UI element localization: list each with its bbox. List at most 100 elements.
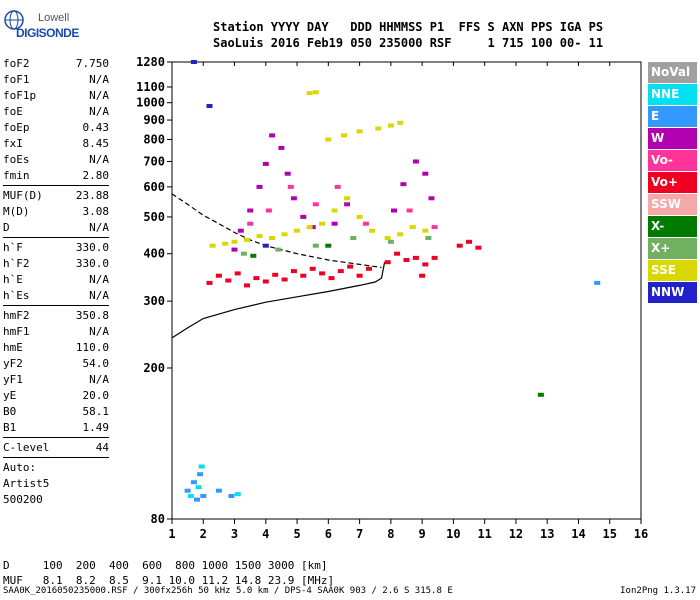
param-label: hmF2 (3, 309, 30, 322)
data-point (228, 494, 235, 498)
series-e (184, 280, 601, 502)
param-label: C-level (3, 441, 50, 454)
series-w (231, 133, 435, 252)
x-tick-label: 13 (540, 527, 554, 541)
data-point (412, 255, 419, 260)
param-row: B1 1.49 (3, 420, 109, 436)
data-point (281, 232, 288, 237)
param-label: yF1 (3, 373, 23, 386)
data-point (456, 243, 463, 248)
data-point (331, 208, 338, 213)
legend-item-noval: NoVal (648, 62, 697, 83)
data-point (234, 271, 241, 276)
data-point (422, 228, 429, 233)
panel-divider (3, 305, 109, 306)
param-row: yF2 54.0 (3, 356, 109, 372)
param-row: hmE 110.0 (3, 340, 109, 356)
scaled-parameters-panel: foF2 7.750 foF1 N/A foF1p N/A foE N/A foEp 0.43 fx… (3, 56, 109, 508)
param-value: 1.49 (82, 421, 110, 434)
data-point (287, 184, 294, 189)
data-point (428, 196, 435, 201)
series-x- (240, 236, 432, 256)
param-row: foEs N/A (3, 152, 109, 168)
y-tick-label: 400 (143, 247, 165, 261)
data-point (262, 161, 269, 166)
autoscaling-line2: Artist5 (3, 477, 50, 490)
data-point (319, 271, 326, 276)
autoscaling-line1: Auto: (3, 461, 37, 474)
version-label: Ion2Png 1.3.17 (620, 586, 696, 596)
data-point (247, 208, 254, 213)
y-tick-label: 600 (143, 180, 165, 194)
legend-item-x-: X+ (648, 238, 697, 259)
file-info-footer: SAA0K_2016050235000.RSF / 300fx256h 50 k… (3, 586, 453, 596)
param-label: h`E (3, 273, 23, 286)
param-row: foF1p N/A (3, 88, 109, 104)
data-point (198, 464, 205, 469)
data-point (406, 208, 413, 213)
param-label: fmin (3, 169, 30, 182)
data-point (215, 488, 222, 493)
x-tick-label: 14 (571, 527, 585, 541)
param-label: hmE (3, 341, 23, 354)
data-point (425, 236, 432, 240)
ionogram-plot: 1 2 3 4 5 6 7 8 9 10 11 12 13 14 15 1680200300400500600… (136, 55, 648, 541)
y-tick-label: 1280 (136, 55, 165, 69)
param-row: h`F2 330.0 (3, 256, 109, 272)
series-nne (187, 464, 241, 498)
data-point (309, 225, 316, 230)
param-label: foEp (3, 121, 30, 134)
legend-item-x-: X- (648, 216, 697, 237)
y-tick-label: 300 (143, 294, 165, 308)
y-tick-label: 80 (151, 512, 165, 526)
data-point (290, 269, 297, 274)
data-point (334, 184, 341, 189)
param-label: foF2 (3, 57, 30, 70)
data-point (356, 214, 363, 219)
param-row: B0 58.1 (3, 404, 109, 420)
param-label: yE (3, 389, 17, 402)
param-label: h`Es (3, 289, 30, 302)
data-point (187, 494, 194, 498)
data-point (253, 276, 260, 281)
param-value: N/A (89, 289, 109, 302)
y-tick-label: 700 (143, 154, 165, 168)
polarization-legend: NoVal NNE E W Vo- Vo+ SSW X- X+ SSE NNW (648, 62, 697, 304)
data-point (397, 120, 404, 125)
data-point (265, 208, 272, 213)
data-point (244, 237, 250, 242)
param-value: 58.1 (82, 405, 110, 418)
panel-divider (3, 457, 109, 458)
param-label: B0 (3, 405, 17, 418)
param-value: 3.08 (82, 205, 110, 218)
data-point (200, 494, 207, 498)
param-value: N/A (89, 89, 109, 102)
data-point (397, 232, 404, 237)
param-label: fxI (3, 137, 23, 150)
legend-item-ssw: SSW (648, 194, 697, 215)
header-line-2: SaoLuis 2016 Feb19 050 235000 RSF 1 715 … (213, 36, 604, 50)
data-point (231, 247, 238, 252)
data-point (222, 241, 229, 246)
data-point (319, 221, 326, 226)
data-point (300, 214, 307, 219)
param-row: hmF2 350.8 (3, 308, 109, 324)
data-point (215, 273, 222, 278)
legend-item-vo-: Vo- (648, 150, 697, 171)
param-row: foF2 7.750 (3, 56, 109, 72)
muf-distance-table: D 100 200 400 600 800 1000 1500 3000 [km… (3, 558, 334, 588)
x-tick-label: 9 (419, 527, 426, 541)
data-point (240, 251, 247, 256)
x-tick-label: 3 (231, 527, 238, 541)
data-point (300, 273, 307, 278)
panel-divider (3, 185, 109, 186)
y-tick-label: 900 (143, 113, 165, 127)
param-row: C-level 44 (3, 440, 109, 456)
param-label: foEs (3, 153, 30, 166)
param-value: N/A (89, 221, 109, 234)
data-point (325, 243, 332, 248)
x-tick-label: 10 (446, 527, 460, 541)
data-point (475, 245, 482, 250)
legend-item-nne: NNE (648, 84, 697, 105)
data-point (344, 196, 351, 201)
